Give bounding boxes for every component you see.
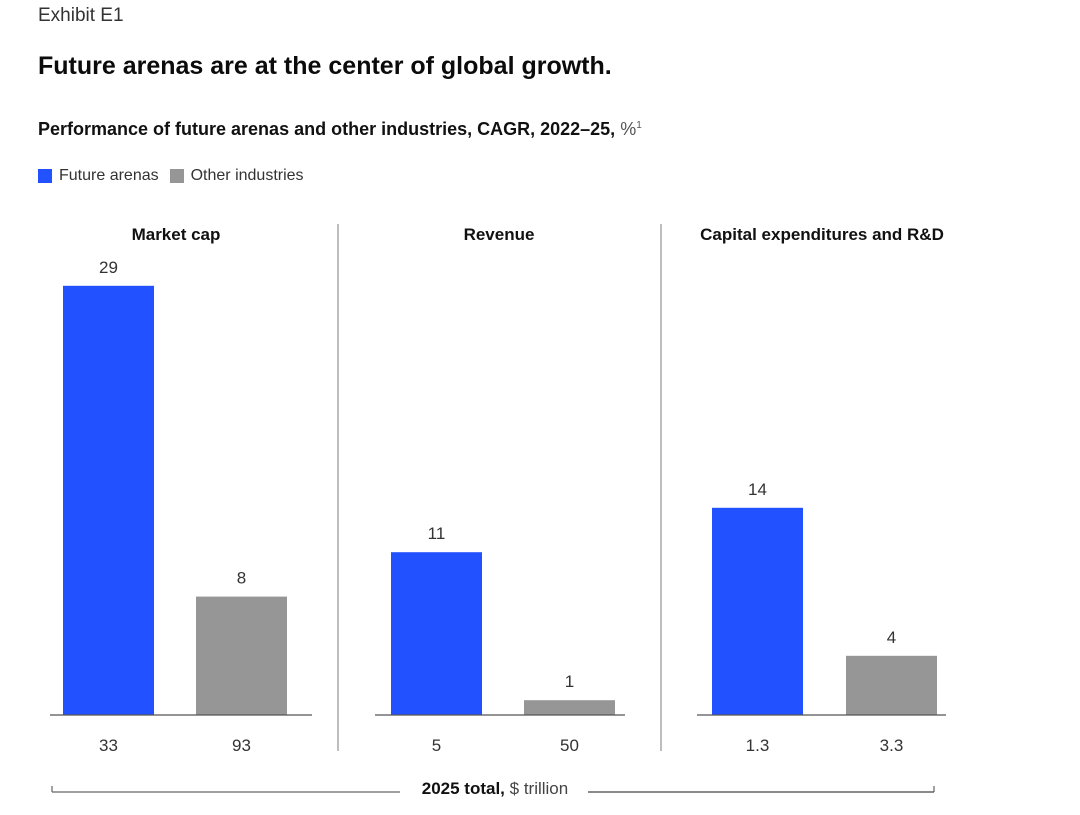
data-label: 29 bbox=[99, 258, 118, 277]
legend-swatch-other-industries bbox=[169, 169, 184, 183]
bar-market-cap-other-industries bbox=[196, 596, 287, 715]
totals-label: 2025 total, $ trillion bbox=[0, 779, 990, 799]
bar-market-cap-future-arenas bbox=[63, 285, 154, 715]
total-label: 5 bbox=[432, 736, 441, 755]
subtitle-text: Performance of future arenas and other i… bbox=[38, 119, 616, 139]
legend-item-other-industries: Other industries bbox=[169, 167, 304, 185]
total-label: 3.3 bbox=[880, 736, 904, 755]
total-label: 93 bbox=[232, 736, 251, 755]
chart-subtitle: Performance of future arenas and other i… bbox=[38, 119, 642, 140]
panel-title-capital-expenditures-and-r-d: Capital expenditures and R&D bbox=[700, 225, 944, 244]
bar-revenue-future-arenas bbox=[391, 552, 482, 715]
data-label: 11 bbox=[428, 524, 446, 543]
total-label: 50 bbox=[560, 736, 579, 755]
totals-label-bold: 2025 total, bbox=[421, 779, 505, 798]
bar-capital-expenditures-and-r-d-future-arenas bbox=[712, 507, 803, 715]
data-label: 4 bbox=[887, 628, 896, 647]
legend-label-other-industries: Other industries bbox=[190, 167, 304, 184]
totals-label-unit: $ trillion bbox=[509, 779, 569, 798]
bar-capital-expenditures-and-r-d-other-industries bbox=[846, 655, 937, 715]
panel-title-market-cap: Market cap bbox=[132, 225, 221, 244]
data-label: 8 bbox=[237, 569, 246, 588]
exhibit-label: Exhibit E1 bbox=[38, 5, 124, 26]
total-label: 33 bbox=[99, 736, 118, 755]
subtitle-unit: % bbox=[620, 119, 637, 139]
total-label: 1.3 bbox=[746, 736, 770, 755]
legend-item-future-arenas: Future arenas bbox=[38, 167, 159, 185]
bar-revenue-other-industries bbox=[524, 700, 615, 715]
panel-title-revenue: Revenue bbox=[464, 225, 535, 244]
footnote-marker: 1 bbox=[636, 120, 642, 131]
legend: Future arenas Other industries bbox=[38, 167, 315, 185]
data-label: 14 bbox=[748, 480, 767, 499]
chart-title: Future arenas are at the center of globa… bbox=[38, 52, 612, 80]
legend-label-future-arenas: Future arenas bbox=[59, 167, 159, 184]
legend-swatch-future-arenas bbox=[38, 169, 52, 183]
data-label: 1 bbox=[565, 672, 574, 691]
